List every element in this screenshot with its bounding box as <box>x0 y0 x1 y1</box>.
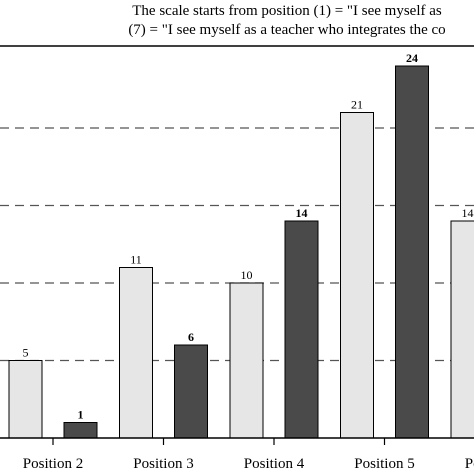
x-tick-label: Position 5 <box>354 456 414 472</box>
bar-value-label: 5 <box>23 346 29 360</box>
x-tick-label: Position 2 <box>23 456 83 472</box>
bar <box>8 360 43 439</box>
bar-value-label: 14 <box>296 206 308 220</box>
bar <box>63 422 98 439</box>
x-tick-label: Position 6 <box>465 456 474 472</box>
bar <box>119 267 153 439</box>
chart-title: The scale starts from position (1) = "I … <box>0 2 474 40</box>
x-ticks: Position 2 Position 3 Position 4 Position 5… <box>23 438 474 472</box>
bar-value-label: 6 <box>188 330 194 344</box>
bar-value-label: 1 <box>78 408 84 422</box>
chart-title-line-2: (7) = "I see myself as a teacher who int… <box>128 22 446 38</box>
bar <box>340 112 374 439</box>
x-tick-label: Position 3 <box>133 456 193 472</box>
bar-value-label: 14 <box>462 206 474 220</box>
chart-title-line-1: The scale starts from position (1) = "I … <box>132 3 442 19</box>
bar-value-label: 24 <box>406 51 418 65</box>
bar-value-label: 11 <box>130 253 142 267</box>
bar <box>395 65 429 439</box>
bar <box>174 344 208 439</box>
bar <box>229 282 264 439</box>
x-tick-label: Position 4 <box>244 456 305 472</box>
bar <box>450 220 474 439</box>
bar <box>284 220 319 439</box>
bar-value-label: 21 <box>351 98 363 112</box>
bar-value-label: 10 <box>241 268 253 282</box>
